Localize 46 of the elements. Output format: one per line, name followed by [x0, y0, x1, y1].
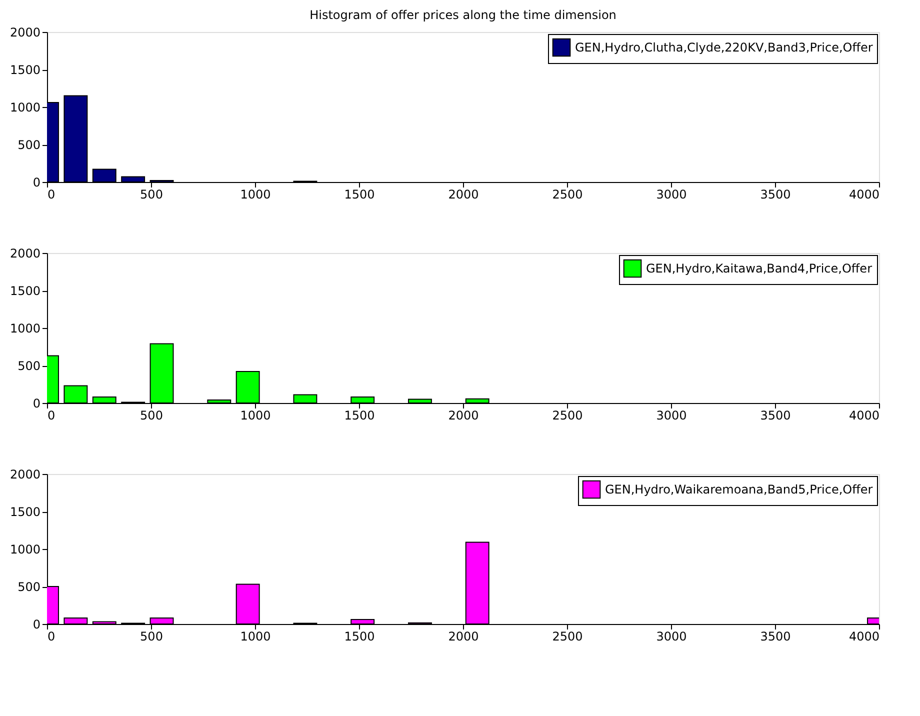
legend-label: GEN,Hydro,Waikaremoana,Band5,Price,Offer: [605, 482, 873, 496]
x-tick-label: 1000: [240, 408, 271, 422]
legend-label: GEN,Hydro,Clutha,Clyde,220KV,Band3,Price,Offer: [575, 40, 873, 54]
x-tick-label: 0: [48, 630, 56, 644]
x-tick-label: 3000: [656, 188, 687, 202]
y-tick-label: 1000: [10, 542, 40, 556]
y-tick-label: 1000: [10, 322, 40, 336]
x-tick-label: 4000: [848, 630, 880, 644]
x-tick-label: 2500: [552, 188, 583, 202]
x-tick-label: 1500: [344, 630, 375, 644]
y-tick-label: 1500: [10, 284, 40, 298]
y-tick-label: 1000: [10, 100, 40, 114]
y-tick-label: 500: [18, 580, 40, 594]
x-tick-label: 2000: [448, 188, 479, 202]
x-tick-label: 0: [48, 188, 56, 202]
x-tick-label: 1000: [240, 630, 271, 644]
x-tick-label: 3500: [760, 408, 791, 422]
x-tick-label: 1500: [344, 408, 375, 422]
x-tick-label: 500: [140, 630, 163, 644]
x-tick-label: 2000: [448, 630, 479, 644]
x-tick-label: 4000: [848, 408, 880, 422]
x-tick-label: 3000: [656, 630, 687, 644]
x-tick-label: 3500: [760, 630, 791, 644]
legend-label: GEN,Hydro,Kaitawa,Band4,Price,Offer: [646, 262, 872, 276]
x-tick-label: 2000: [448, 408, 479, 422]
chart-title: Histogram of offer prices along the time dimension: [310, 8, 616, 22]
y-tick-label: 2000: [10, 246, 40, 260]
y-tick-label: 0: [32, 176, 40, 190]
x-tick-label: 3500: [760, 188, 791, 202]
x-tick-label: 4000: [848, 188, 880, 202]
y-tick-label: 1500: [10, 505, 40, 519]
x-tick-label: 3000: [656, 408, 687, 422]
x-tick-label: 2500: [552, 408, 583, 422]
y-tick-label: 2000: [10, 26, 40, 40]
x-tick-label: 1000: [240, 188, 271, 202]
y-tick-label: 2000: [10, 468, 40, 482]
y-tick-label: 0: [32, 618, 40, 632]
y-tick-label: 1500: [10, 63, 40, 77]
x-tick-label: 1500: [344, 188, 375, 202]
x-tick-label: 500: [140, 408, 163, 422]
x-tick-label: 2500: [552, 630, 583, 644]
x-tick-label: 0: [48, 408, 56, 422]
y-tick-label: 500: [18, 359, 40, 373]
x-tick-label: 500: [140, 188, 163, 202]
y-tick-label: 500: [18, 138, 40, 152]
y-tick-label: 0: [32, 396, 40, 410]
